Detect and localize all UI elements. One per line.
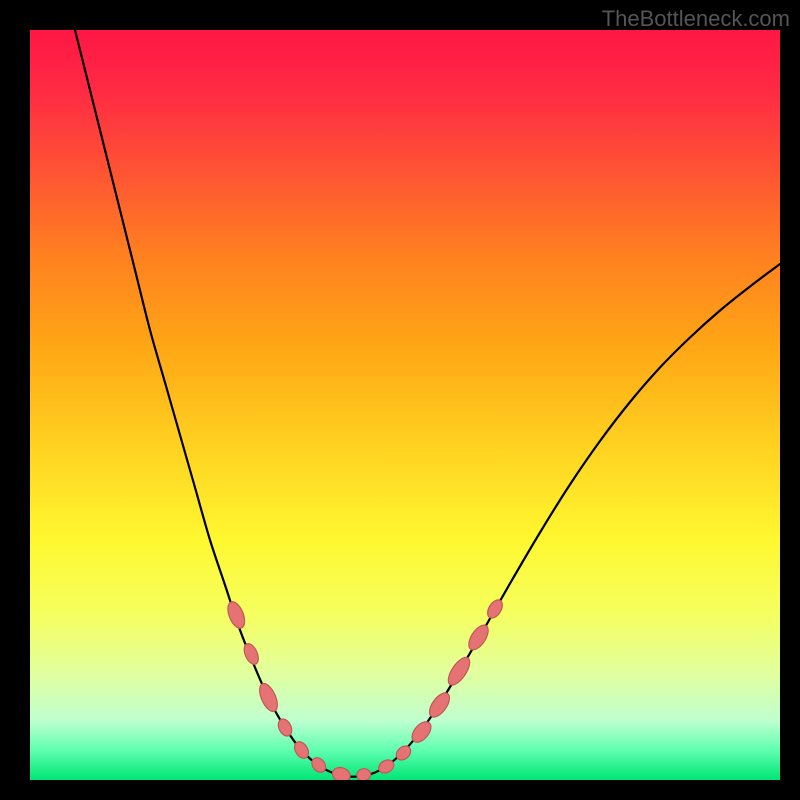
watermark-text: TheBottleneck.com xyxy=(602,6,790,32)
chart-container: TheBottleneck.com xyxy=(0,0,800,800)
bottleneck-chart xyxy=(0,0,800,800)
plot-background xyxy=(30,30,780,780)
